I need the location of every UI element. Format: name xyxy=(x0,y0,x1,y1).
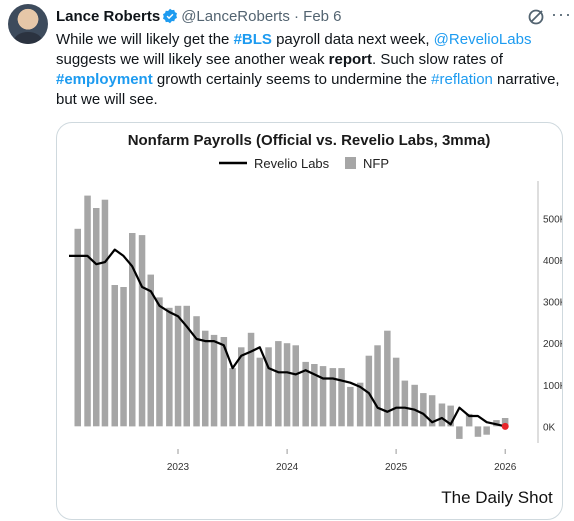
nfp-bar xyxy=(338,368,345,427)
nfp-bar xyxy=(74,228,81,427)
y-tick-label: 200K xyxy=(543,339,562,350)
nfp-bar xyxy=(174,305,182,427)
y-tick-label: 500K xyxy=(543,214,562,225)
tweet-header: Lance Roberts @LanceRoberts · Feb 6 xyxy=(56,8,342,29)
revelio-line-group xyxy=(69,248,509,430)
nfp-bar xyxy=(392,357,400,427)
author-name[interactable]: Lance Roberts xyxy=(56,8,161,25)
nfp-bar xyxy=(292,345,299,427)
x-tick-label: 2023 xyxy=(167,462,190,473)
nfp-bar xyxy=(374,345,381,427)
nfp-bars xyxy=(74,195,509,439)
tweet-text: While we will likely get the #BLS payrol… xyxy=(56,30,561,110)
nfp-bar xyxy=(202,330,209,427)
revelio-line xyxy=(69,248,506,428)
y-tick-label: 100K xyxy=(543,381,562,392)
nfp-bar xyxy=(265,347,272,427)
nfp-bar xyxy=(447,405,454,427)
nfp-bar xyxy=(283,343,291,427)
nfp-bar xyxy=(238,347,245,427)
nfp-bar xyxy=(138,235,146,427)
x-axis-ticks: 2023 2024 2025 2026 xyxy=(167,449,517,473)
legend-bar-swatch xyxy=(345,157,356,169)
nfp-bar xyxy=(365,355,373,427)
nfp-bar xyxy=(275,341,282,427)
chart-legend: Revelio Labs NFP xyxy=(219,156,389,171)
nfp-bar xyxy=(156,297,163,427)
nfp-bar xyxy=(120,287,127,427)
x-tick-label: 2025 xyxy=(385,462,408,473)
nfp-bar xyxy=(256,357,264,427)
nfp-bar xyxy=(166,307,173,427)
tweet-text-segment: . Such slow rates of xyxy=(371,51,503,68)
nfp-bar xyxy=(347,386,354,427)
nfp-bar xyxy=(401,380,409,427)
nfp-bar xyxy=(84,195,91,427)
nfp-bar xyxy=(147,274,154,427)
nfp-bar xyxy=(183,305,190,427)
legend-label-nfp: NFP xyxy=(363,156,389,171)
tweet-text-segment: narrative, but we will see. xyxy=(56,71,560,108)
nfp-bar xyxy=(420,393,427,427)
y-axis-ticks: 0K 100K 200K 300K 400K 500K xyxy=(543,214,562,433)
nfp-bar xyxy=(93,208,100,427)
nfp-bar xyxy=(438,403,446,427)
nfp-bar xyxy=(465,413,473,427)
nfp-bar xyxy=(384,330,391,427)
nfp-bar xyxy=(220,337,228,427)
y-tick-label: 0K xyxy=(543,422,556,433)
tweet-text-segment: payroll data next week, xyxy=(271,31,434,48)
nfp-bar xyxy=(247,332,255,427)
nfp-bar xyxy=(356,382,364,427)
nfp-bar xyxy=(501,418,509,427)
nfp-bar xyxy=(483,426,490,435)
chart-title: Nonfarm Payrolls (Official vs. Revelio L… xyxy=(128,132,491,149)
tweet-link[interactable]: #reflation xyxy=(431,71,493,88)
nfp-bar xyxy=(474,426,482,437)
x-tick-label: 2024 xyxy=(276,462,299,473)
tweet-text-segment: While we will likely get the xyxy=(56,31,234,48)
chart-svg: Nonfarm Payrolls (Official vs. Revelio L… xyxy=(69,132,562,507)
nfp-bar xyxy=(101,199,109,427)
revelio-endpoint-marker xyxy=(501,422,509,430)
y-tick-label: 300K xyxy=(543,298,562,309)
nfp-bar xyxy=(329,368,337,427)
bold-text: report xyxy=(328,51,372,68)
more-options-icon[interactable]: ··· xyxy=(551,4,572,24)
source-logo: The Daily Shot xyxy=(441,488,553,507)
chart-card[interactable]: Nonfarm Payrolls (Official vs. Revelio L… xyxy=(56,122,563,520)
hashtag-link[interactable]: #employment xyxy=(56,71,153,88)
nfp-bar xyxy=(428,395,436,427)
hashtag-link[interactable]: #BLS xyxy=(233,31,272,48)
tweet-text-segment: suggests we will likely see another weak xyxy=(56,51,329,68)
avatar[interactable] xyxy=(8,4,48,44)
nfp-bar xyxy=(319,366,327,427)
y-tick-label: 400K xyxy=(543,256,562,267)
grok-icon[interactable] xyxy=(527,8,545,31)
nfp-bar xyxy=(210,334,218,427)
tweet-link[interactable]: @RevelioLabs xyxy=(433,31,532,48)
nfp-bar xyxy=(229,368,236,427)
nfp-bar xyxy=(456,426,463,439)
nfp-bar xyxy=(302,361,309,427)
verified-badge-icon xyxy=(162,8,178,29)
nfp-bar xyxy=(111,285,118,427)
nfp-bar xyxy=(193,316,200,427)
nfp-bar xyxy=(129,233,136,427)
tweet-text-segment: growth certainly seems to undermine the xyxy=(152,71,432,88)
nfp-bar xyxy=(311,364,318,427)
handle-and-date[interactable]: @LanceRoberts · Feb 6 xyxy=(181,8,342,25)
legend-label-revelio: Revelio Labs xyxy=(254,156,330,171)
x-tick-label: 2026 xyxy=(494,462,517,473)
nfp-bar xyxy=(411,384,418,427)
